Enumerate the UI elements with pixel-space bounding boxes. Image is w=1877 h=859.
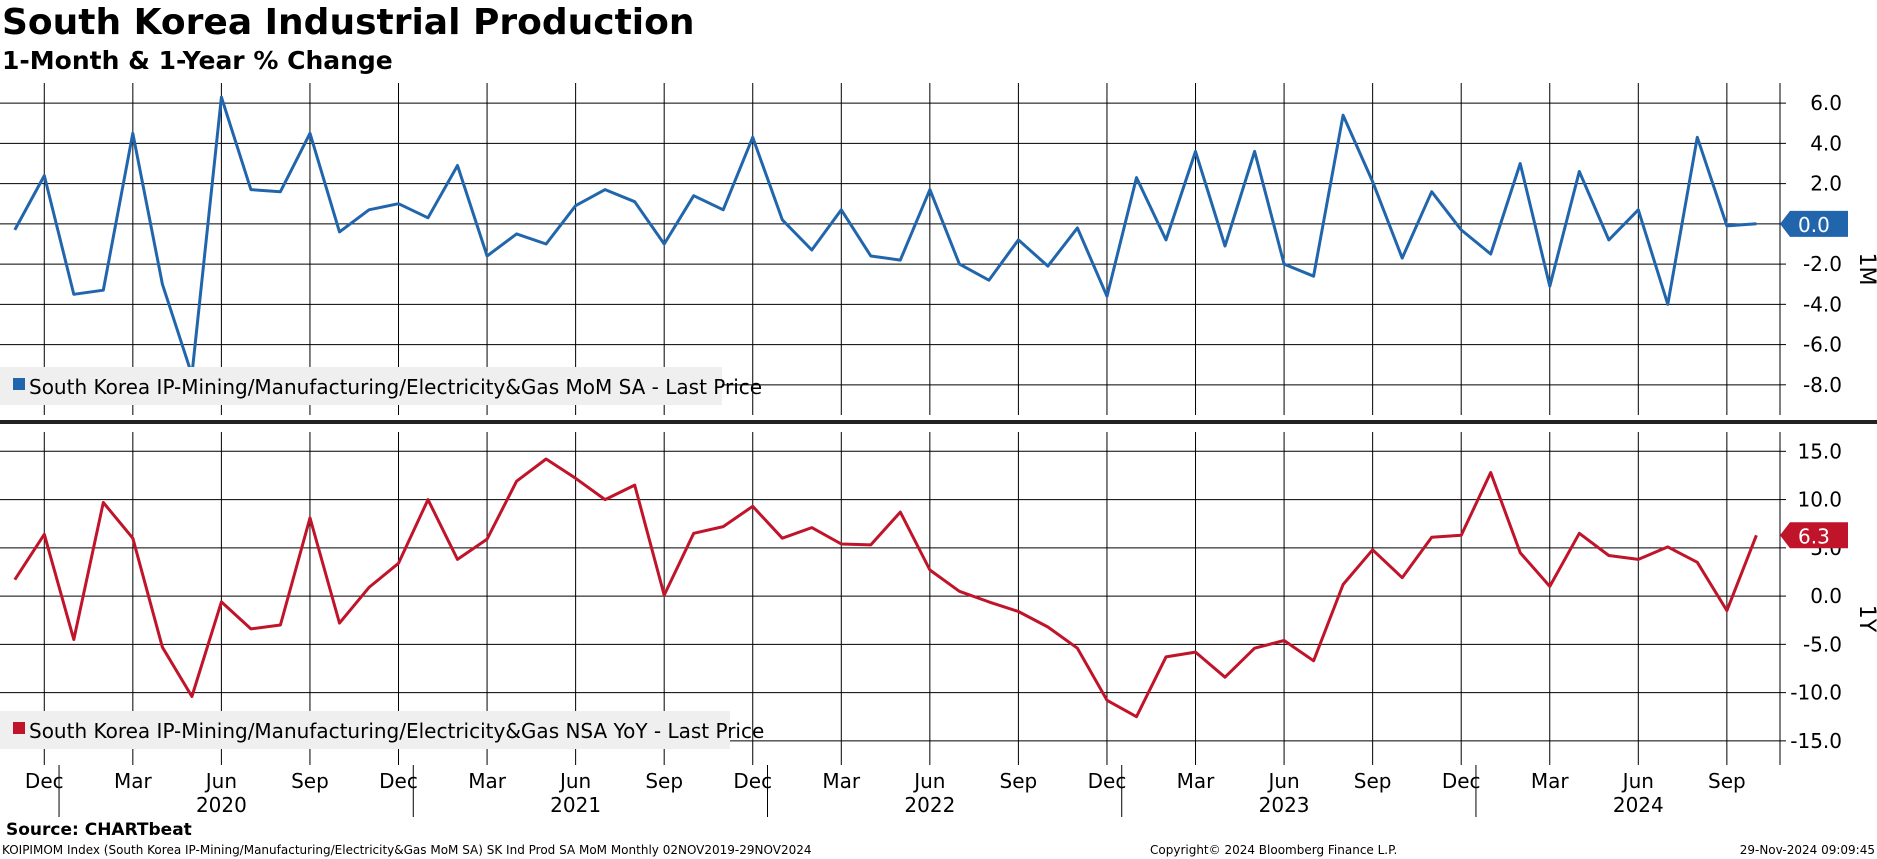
x-year-label: 2020 [196, 793, 247, 817]
x-month-label: Mar [822, 769, 861, 793]
mom-ytick-label: -8.0 [1803, 373, 1842, 397]
mom-ytick-label: 2.0 [1810, 172, 1842, 196]
yoy-ytick-label: -10.0 [1790, 681, 1842, 705]
yoy-legend-swatch [13, 722, 25, 734]
x-year-label: 2023 [1259, 793, 1310, 817]
mom-ytick-label: -2.0 [1803, 252, 1842, 276]
mom-legend-label: South Korea IP-Mining/Manufacturing/Elec… [29, 375, 762, 399]
x-month-label: Dec [1088, 769, 1127, 793]
mom-legend-box [0, 367, 722, 405]
x-year-label: 2024 [1613, 793, 1664, 817]
mom-ytick-label: -6.0 [1803, 333, 1842, 357]
source-label: Source: CHARTbeat [6, 820, 192, 840]
mom-ytick-label: 6.0 [1810, 91, 1842, 115]
yoy-last-value-label: 6.3 [1798, 524, 1830, 548]
x-month-label: Jun [1621, 769, 1654, 793]
yoy-ytick-label: 15.0 [1797, 439, 1842, 463]
yoy-series-line [13, 457, 1758, 719]
yoy-ytick-label: -5.0 [1803, 632, 1842, 656]
x-month-label: Dec [379, 769, 418, 793]
x-month-label: Mar [114, 769, 153, 793]
yoy-axis-label: 1Y [1854, 605, 1877, 633]
mom-legend-swatch [13, 378, 25, 390]
timestamp: 29-Nov-2024 09:09:45 [1739, 843, 1875, 857]
yoy-ytick-label: -15.0 [1790, 729, 1842, 753]
yoy-legend-box [0, 711, 730, 749]
x-month-label: Sep [1000, 769, 1038, 793]
x-year-label: 2022 [904, 793, 955, 817]
x-month-label: Jun [1266, 769, 1299, 793]
mom-series-line [13, 95, 1757, 377]
chart-subtitle: 1-Month & 1-Year % Change [2, 46, 393, 75]
chart-title: South Korea Industrial Production [2, 2, 695, 43]
x-year-label: 2021 [550, 793, 601, 817]
mom-last-value-tag [1780, 210, 1848, 237]
x-month-label: Sep [1708, 769, 1746, 793]
yoy-ytick-label: 0.0 [1810, 584, 1842, 608]
mom-last-value-label: 0.0 [1798, 213, 1830, 237]
x-month-label: Mar [468, 769, 507, 793]
x-month-label: Sep [1354, 769, 1392, 793]
x-month-label: Jun [204, 769, 237, 793]
x-month-label: Jun [558, 769, 591, 793]
yoy-ytick-label: 10.0 [1797, 488, 1842, 512]
yoy-last-value-tag [1780, 522, 1848, 549]
x-month-label: Jun [912, 769, 945, 793]
x-month-label: Dec [1442, 769, 1481, 793]
copyright: Copyright© 2024 Bloomberg Finance L.P. [1150, 843, 1398, 857]
panel-divider [0, 420, 1877, 424]
mom-ytick-label: 4.0 [1810, 131, 1842, 155]
mom-ytick-label: -4.0 [1803, 292, 1842, 316]
index-info: KOIPIMOM Index (South Korea IP-Mining/Ma… [2, 843, 812, 857]
mom-axis-label: 1M [1854, 253, 1877, 286]
x-month-label: Mar [1531, 769, 1570, 793]
x-month-label: Sep [645, 769, 683, 793]
x-month-label: Dec [25, 769, 64, 793]
chart-canvas: 6.0 4.0 2.0 0.0 -2.0 -4.0 -6.0 -8.0 0.0 1M South K… [0, 83, 1877, 817]
x-month-label: Mar [1177, 769, 1216, 793]
x-month-label: Dec [733, 769, 772, 793]
yoy-legend-label: South Korea IP-Mining/Manufacturing/Elec… [29, 719, 764, 743]
x-month-label: Sep [291, 769, 329, 793]
